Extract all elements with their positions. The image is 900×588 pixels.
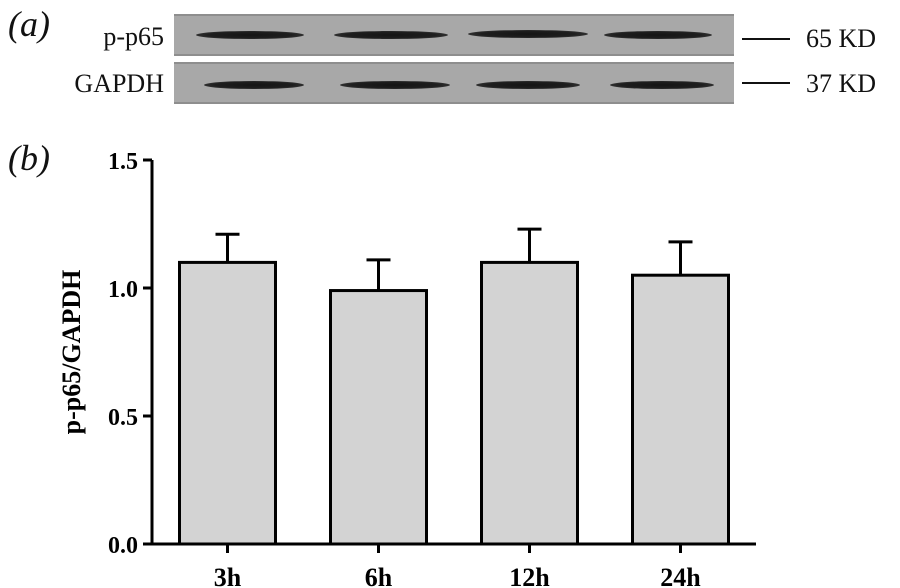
blot-band xyxy=(476,81,580,89)
blot-band xyxy=(334,31,448,39)
bar-6h xyxy=(329,289,428,546)
x-tick-label-3h: 3h xyxy=(214,563,242,588)
blot-band xyxy=(468,30,588,38)
blot-band xyxy=(610,81,714,89)
bar-24h xyxy=(631,273,730,546)
y-tick-label-1.0: 1.0 xyxy=(108,277,138,303)
blot-band xyxy=(204,81,304,89)
marker-line-65 xyxy=(742,38,790,40)
panel-a-label: (a) xyxy=(8,4,50,44)
x-tick-label-12h: 12h xyxy=(509,563,550,588)
bar-12h xyxy=(480,260,579,546)
panel-b-label: (b) xyxy=(8,138,50,178)
y-tick-label-0.5: 0.5 xyxy=(108,405,138,431)
blot-band xyxy=(604,31,712,39)
blot-band xyxy=(340,81,450,89)
bar-3h xyxy=(178,260,277,546)
x-tick-label-6h: 6h xyxy=(365,563,393,588)
blot-band xyxy=(196,31,304,39)
blot-label-gapdh: GAPDH xyxy=(74,69,164,98)
marker-label-37kd: 37 KD xyxy=(806,69,877,98)
y-axis-label: p-p65/GAPDH xyxy=(57,270,86,435)
y-tick-label-0.0: 0.0 xyxy=(108,533,138,559)
y-tick-label-1.5: 1.5 xyxy=(108,149,138,175)
blot-strip-gapdh xyxy=(174,62,734,104)
marker-label-65kd: 65 KD xyxy=(806,24,877,53)
blot-strip-p-p65 xyxy=(174,14,734,56)
marker-line-37 xyxy=(742,82,790,84)
blot-label-p-p65: p-p65 xyxy=(103,22,164,51)
x-tick-label-24h: 24h xyxy=(660,563,701,588)
